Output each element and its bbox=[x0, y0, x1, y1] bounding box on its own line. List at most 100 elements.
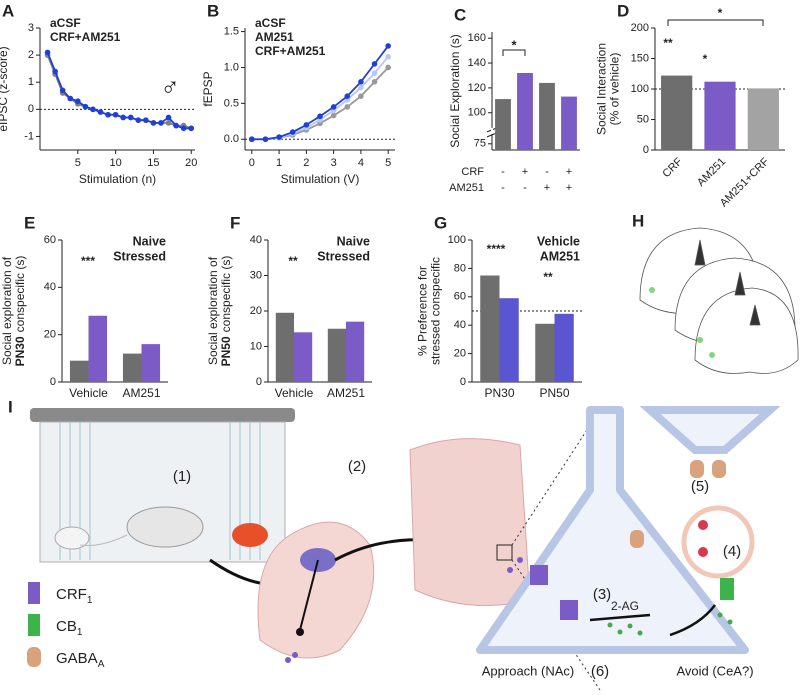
gabaa-receptor bbox=[690, 460, 704, 478]
bar bbox=[747, 88, 779, 150]
bar bbox=[704, 81, 736, 150]
data-point bbox=[317, 113, 323, 120]
significance-bracket bbox=[667, 19, 764, 26]
annotation: ♂ bbox=[160, 71, 180, 101]
legend-sub: 1 bbox=[77, 627, 83, 638]
data-point bbox=[330, 112, 337, 119]
2ag-dots bbox=[607, 612, 733, 636]
y-label-line: (% of vehicle) bbox=[608, 53, 622, 126]
y-tick-label: 75 bbox=[474, 138, 486, 150]
panel-letter: A bbox=[2, 1, 14, 20]
arrow bbox=[669, 604, 716, 637]
data-point bbox=[371, 61, 378, 67]
legend-icon bbox=[28, 582, 40, 604]
y-tick-label: 2 bbox=[28, 49, 34, 61]
y-tick-label: 200 bbox=[631, 22, 649, 34]
panel-letter: H bbox=[632, 211, 644, 230]
annotation: ** bbox=[543, 270, 553, 284]
bar bbox=[495, 99, 511, 150]
dot bbox=[717, 612, 723, 618]
panel-letter: I bbox=[8, 397, 13, 416]
y-tick-label: 50 bbox=[637, 113, 649, 125]
step-label: (3) bbox=[593, 586, 611, 603]
data-point bbox=[249, 136, 255, 143]
x-tick-label: 0 bbox=[249, 157, 255, 169]
step-label: (2) bbox=[348, 458, 366, 475]
legend-label: Naive bbox=[337, 234, 370, 248]
x-axis-label: Stimulation (n) bbox=[79, 172, 156, 186]
y-tick-label: 150 bbox=[631, 52, 649, 64]
y-tick-label: 0.5 bbox=[224, 97, 239, 109]
legend-label: CRF+AM251 bbox=[255, 44, 326, 58]
step-label: (1) bbox=[173, 468, 191, 485]
inhibition bbox=[698, 547, 708, 557]
data-point bbox=[358, 84, 364, 91]
data-point bbox=[112, 111, 119, 118]
legend-label: CB1 bbox=[56, 618, 83, 638]
annotation: * bbox=[511, 37, 517, 52]
dot bbox=[607, 622, 613, 628]
significance-bracket bbox=[502, 49, 526, 56]
mouse bbox=[54, 526, 90, 550]
legend-name: GABA bbox=[56, 650, 98, 667]
annotation: * bbox=[703, 52, 708, 66]
y-tick-label: 60 bbox=[454, 291, 466, 303]
annotation: *** bbox=[81, 254, 95, 268]
x-tick-label: Vehicle bbox=[69, 386, 108, 400]
panel-letter: G bbox=[434, 213, 447, 232]
y-label-line: eIPSC (z-score) bbox=[0, 46, 10, 131]
bar bbox=[480, 275, 500, 382]
step-label: (5) bbox=[691, 478, 709, 495]
x-tick-label: 5 bbox=[75, 157, 81, 169]
legend-icon bbox=[27, 647, 41, 667]
data-point bbox=[276, 134, 282, 140]
legend-label: Stressed bbox=[317, 249, 370, 263]
dot bbox=[285, 657, 291, 663]
y-tick-label: 1.5 bbox=[224, 25, 239, 37]
condition-mark: + bbox=[566, 166, 572, 178]
y-label-line: Social exploration of bbox=[0, 256, 14, 365]
y-label-line: Social exploration of bbox=[206, 256, 220, 365]
legend-sub: A bbox=[98, 659, 105, 670]
bar bbox=[69, 360, 89, 382]
legend-label: Vehicle bbox=[537, 234, 580, 248]
panel-letter: D bbox=[617, 1, 629, 20]
coronal-brain bbox=[409, 438, 531, 607]
panel-letter: E bbox=[24, 213, 35, 232]
x-tick-label: PN30 bbox=[484, 386, 514, 400]
data-point bbox=[127, 114, 134, 121]
label-spot bbox=[649, 287, 655, 293]
x-tick-label: PN50 bbox=[539, 386, 569, 400]
series-line bbox=[251, 56, 389, 141]
condition-mark: + bbox=[566, 182, 572, 194]
data-point bbox=[385, 53, 391, 60]
output-label: Avoid (CeA?) bbox=[676, 663, 753, 678]
condition-mark: + bbox=[544, 182, 550, 194]
y-axis-label: % Preference forstressed conspecific bbox=[416, 257, 443, 365]
y-tick-label: 20 bbox=[250, 305, 262, 317]
data-point bbox=[165, 114, 172, 121]
zoom-line bbox=[511, 409, 601, 546]
data-point bbox=[371, 79, 378, 85]
step-label: (6) bbox=[591, 663, 609, 680]
gabaa-receptor bbox=[630, 530, 644, 548]
y-label-line: fEPSP bbox=[201, 71, 215, 106]
data-point bbox=[303, 122, 310, 128]
data-point bbox=[120, 114, 126, 121]
x-tick-label: 4 bbox=[358, 157, 364, 169]
y-tick-label: 100 bbox=[468, 107, 486, 119]
legend-label: AM251 bbox=[255, 30, 294, 44]
crf1-receptor bbox=[530, 565, 548, 585]
y-tick-label: 80 bbox=[454, 262, 466, 274]
annotation: ** bbox=[663, 36, 673, 50]
y-tick-label: 3 bbox=[28, 22, 34, 34]
data-point bbox=[358, 79, 364, 85]
brain-sections bbox=[639, 227, 799, 374]
section-outline bbox=[694, 287, 799, 374]
x-tick-label: 2 bbox=[303, 157, 309, 169]
arrow-tail bbox=[296, 628, 304, 636]
y-label-bold: PN30 bbox=[13, 336, 27, 366]
condition-mark: - bbox=[501, 182, 505, 194]
y-label-line: conspecific (s) bbox=[13, 256, 27, 333]
data-point bbox=[150, 120, 157, 126]
